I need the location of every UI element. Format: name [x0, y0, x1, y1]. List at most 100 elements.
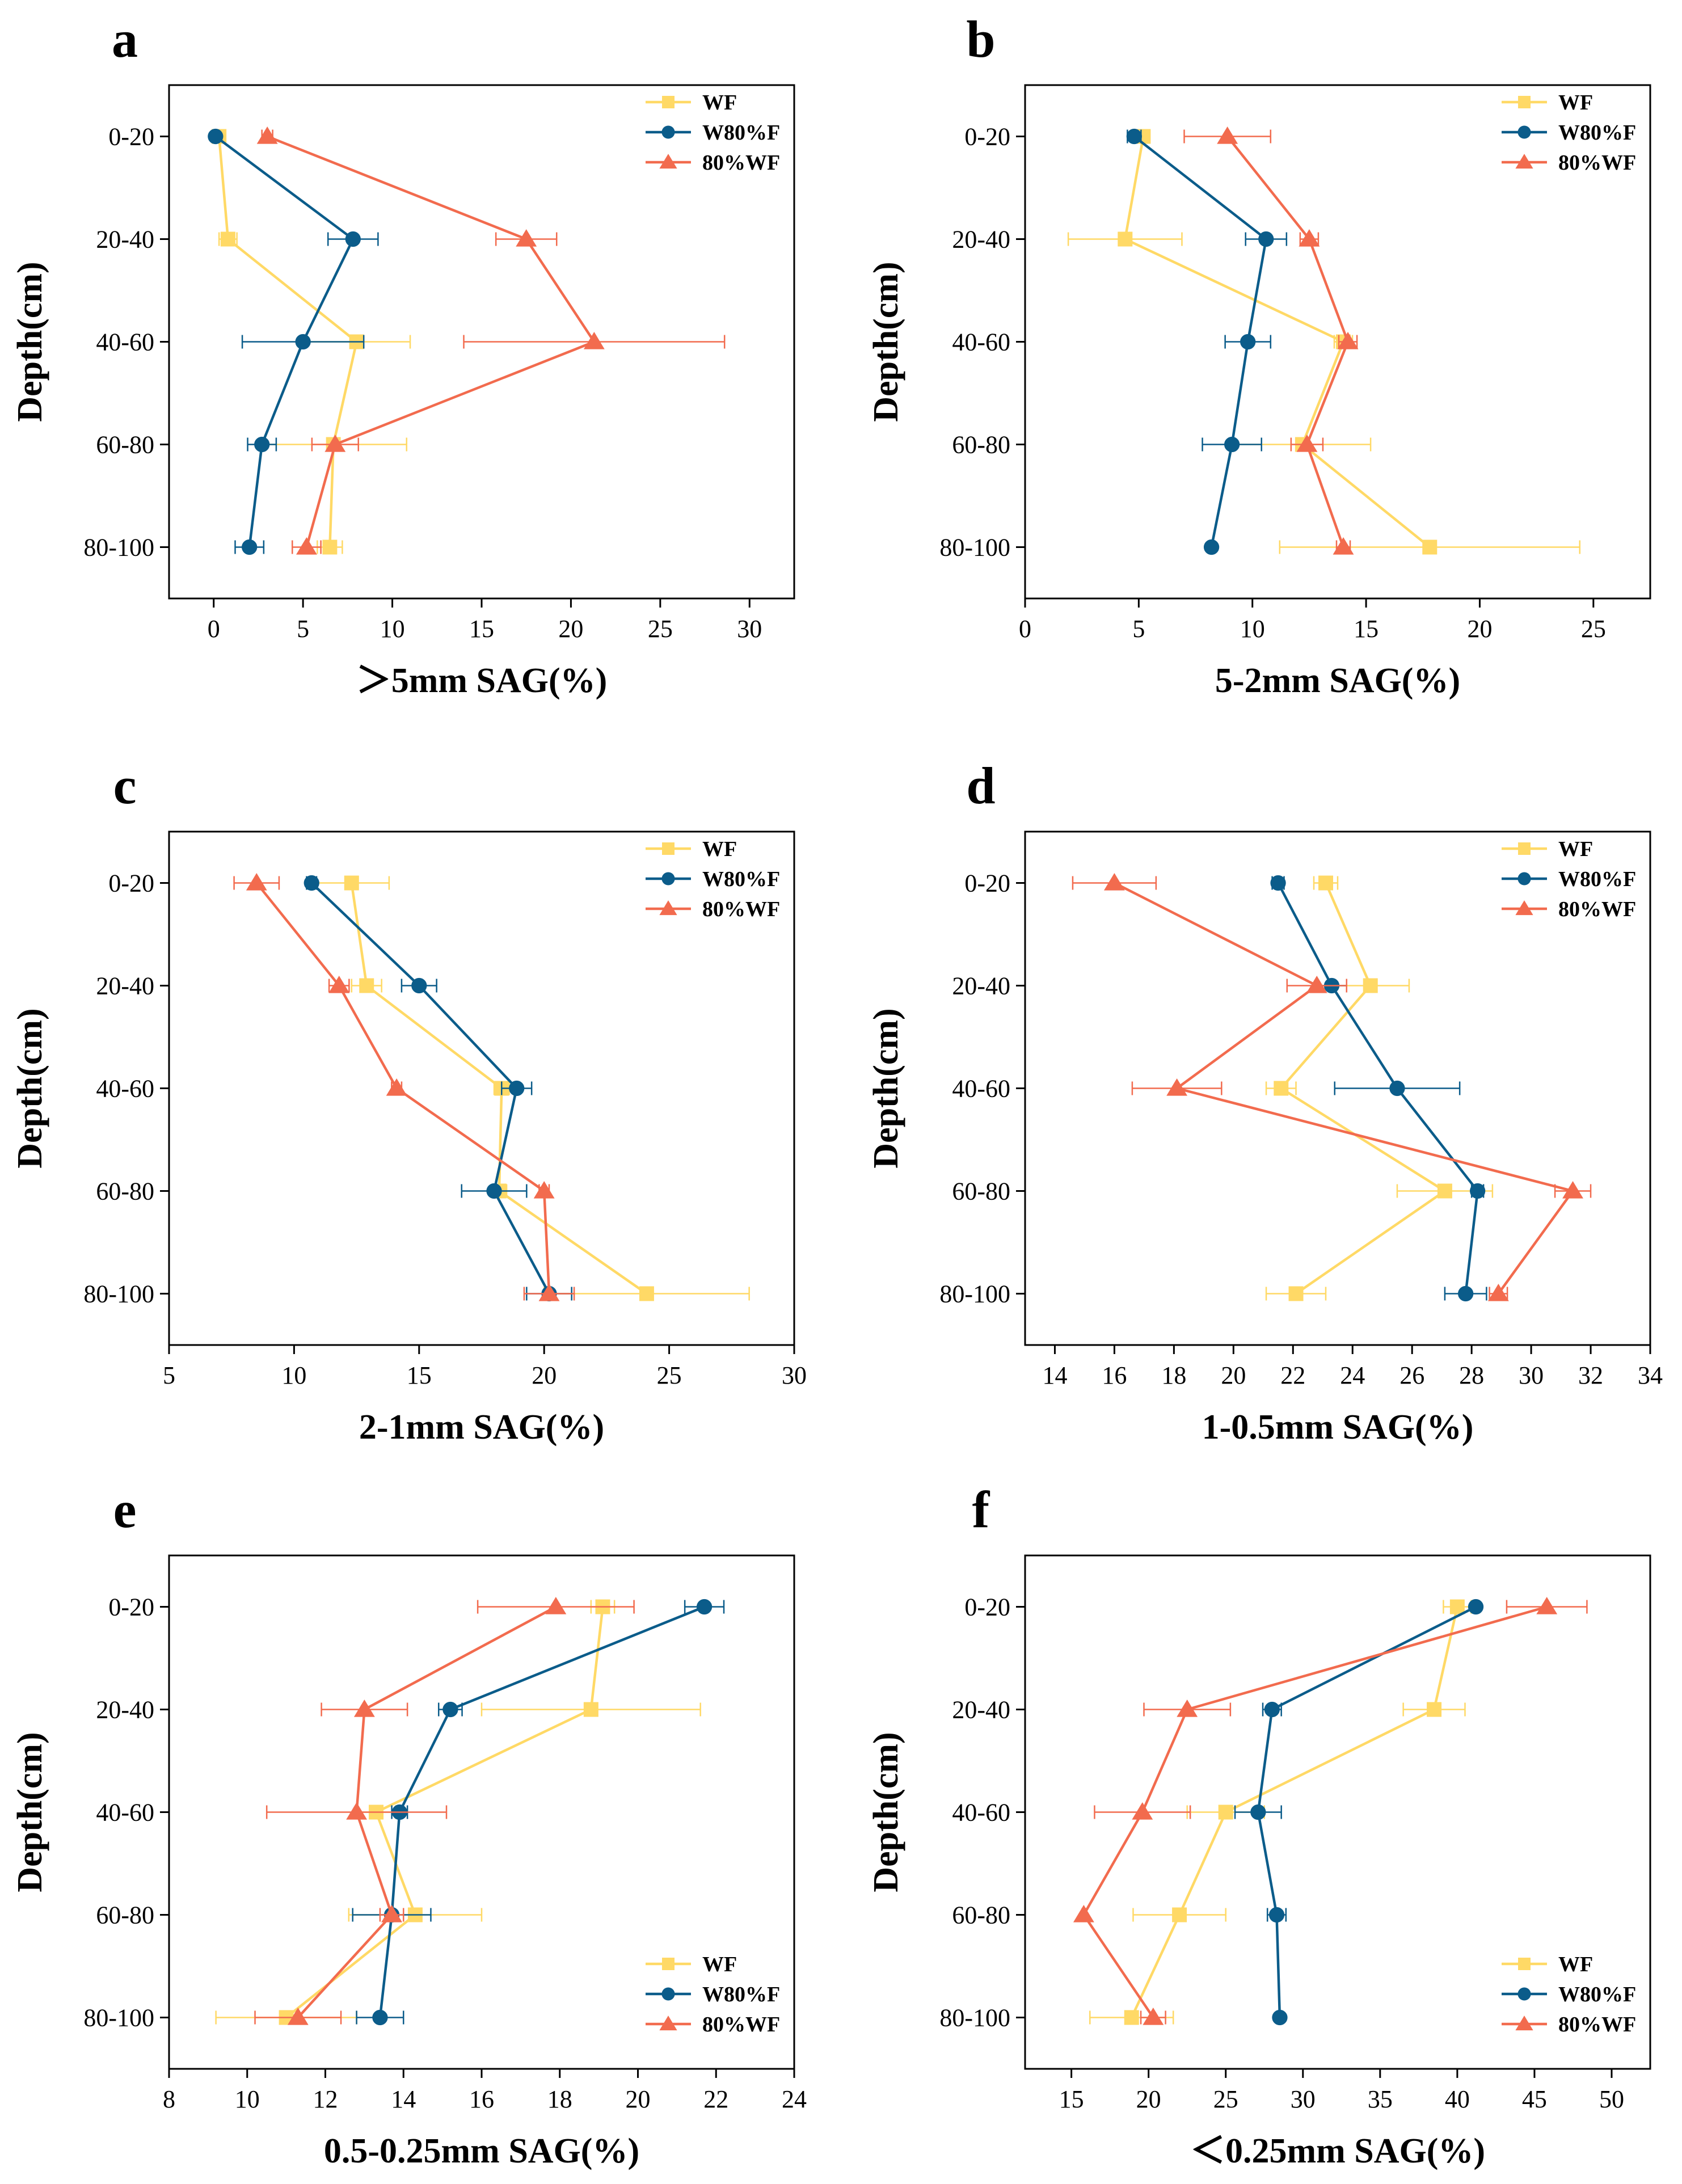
series-W80%F [303, 875, 572, 1302]
y-tick-label: 60-80 [96, 1178, 154, 1205]
x-axis-title: 1-0.5mm SAG(%) [1202, 1408, 1474, 1447]
panel-c: c 0-20 20-40 40-60 60-80 80-100 5 10 15 20 25 30 2-1… [11, 757, 807, 1447]
x-axis-title: ＜0.25mm SAG(%) [1190, 2132, 1485, 2170]
data-point [322, 539, 338, 555]
panel-letter-a: a [112, 10, 138, 68]
data-point [1124, 2010, 1139, 2025]
x-tick-label: 20 [626, 2085, 651, 2113]
data-point [287, 2007, 309, 2025]
legend-marker [1515, 900, 1533, 916]
x-tick-label: 0 [208, 615, 220, 643]
y-axis-title: Depth(cm) [867, 1732, 905, 1892]
y-tick-label: 60-80 [952, 1901, 1010, 1929]
data-point [1306, 975, 1327, 993]
y-tick-label: 80-100 [83, 1280, 154, 1308]
series-W80%F [1126, 128, 1288, 555]
data-point [1240, 334, 1256, 350]
legend-label: W80%F [702, 1983, 780, 2006]
legend: WF W80%F 80%WF [646, 1953, 780, 2037]
x-tick-label: 5 [1132, 615, 1145, 643]
legend-marker [1515, 154, 1533, 169]
x-tick-label: 24 [1340, 1361, 1365, 1389]
data-point [1177, 1699, 1198, 1717]
data-point [533, 1180, 555, 1199]
y-tick-label: 60-80 [96, 1901, 154, 1929]
data-point [1296, 434, 1318, 452]
data-point [324, 434, 346, 452]
data-point [359, 978, 374, 993]
data-point [1299, 229, 1320, 247]
data-point [1143, 2007, 1164, 2025]
x-tick-label: 10 [380, 615, 405, 643]
data-point [254, 436, 270, 453]
x-tick-label: 25 [1581, 615, 1606, 643]
x-tick-label: 10 [1240, 615, 1265, 643]
data-point [242, 539, 258, 555]
x-tick-label: 5 [163, 1361, 175, 1389]
x-tick-label: 50 [1599, 2085, 1624, 2113]
x-tick-label: 0 [1019, 615, 1031, 643]
y-tick-label: 0-20 [108, 1593, 154, 1621]
data-point [509, 1080, 525, 1097]
legend: WF W80%F 80%WF [646, 837, 780, 921]
x-tick-label: 20 [558, 615, 583, 643]
data-point [1389, 1080, 1405, 1097]
x-tick-label: 45 [1522, 2085, 1547, 2113]
x-tick-label: 25 [657, 1361, 682, 1389]
data-point [1073, 1904, 1094, 1922]
legend-marker [662, 96, 675, 108]
series-80%WF [1072, 872, 1592, 1301]
data-point [1437, 1183, 1452, 1199]
legend-label: WF [702, 91, 737, 115]
data-point [1562, 1180, 1583, 1199]
legend-label: 80%WF [1558, 897, 1636, 921]
legend-label: WF [1558, 91, 1593, 115]
plot-frame [168, 830, 795, 1346]
series-W80%F [208, 128, 379, 555]
legend-marker [661, 872, 675, 886]
data-point [583, 1702, 598, 1717]
data-point [372, 2009, 388, 2026]
series-80%WF [1183, 126, 1359, 555]
data-point [1272, 2009, 1288, 2026]
data-point [344, 875, 359, 891]
y-tick-label: 40-60 [952, 1075, 1010, 1103]
y-tick-label: 80-100 [939, 2004, 1010, 2032]
data-point [1166, 1078, 1188, 1096]
y-tick-label: 20-40 [952, 1696, 1010, 1724]
y-tick-label: 80-100 [939, 534, 1010, 562]
x-tick-label: 10 [281, 1361, 306, 1389]
x-tick-label: 25 [648, 615, 673, 643]
panel-a: a 0-20 20-40 40-60 60-80 80-100 0 5 10 15 20 25 30 ＞5… [11, 10, 795, 700]
legend-label: 80%WF [702, 151, 780, 175]
legend-label: W80%F [702, 867, 780, 891]
legend-marker [1518, 1958, 1531, 1970]
x-tick-label: 25 [1213, 2085, 1238, 2113]
legend-marker [1518, 842, 1531, 855]
data-point [1468, 1599, 1484, 1615]
data-point [1118, 231, 1133, 247]
data-point [516, 229, 537, 247]
panel-letter-f: f [972, 1481, 990, 1538]
x-tick-label: 20 [1467, 615, 1492, 643]
data-point [381, 1904, 403, 1922]
y-tick-label: 0-20 [108, 123, 154, 151]
series-80%WF [1073, 1596, 1588, 2025]
data-point [1217, 126, 1238, 144]
legend: WF W80%F 80%WF [1502, 837, 1636, 921]
y-tick-label: 0-20 [964, 870, 1010, 897]
panel-letter-b: b [966, 10, 995, 68]
y-tick-label: 0-20 [964, 123, 1010, 151]
data-point [1104, 872, 1125, 891]
y-tick-label: 40-60 [96, 1799, 154, 1827]
data-point [1268, 1907, 1285, 1923]
legend-marker [659, 154, 677, 169]
data-point [1333, 537, 1354, 555]
y-tick-label: 60-80 [952, 1178, 1010, 1205]
x-tick-label: 15 [469, 615, 494, 643]
x-tick-label: 30 [1291, 2085, 1316, 2113]
data-point [1288, 1286, 1304, 1301]
x-tick-label: 12 [313, 2085, 338, 2113]
x-axis-title: 5-2mm SAG(%) [1215, 661, 1460, 700]
